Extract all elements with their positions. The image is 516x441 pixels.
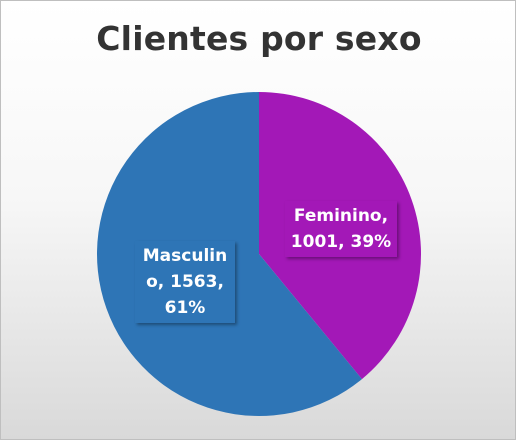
data-label-masculino: Masculin o, 1563, 61% (135, 241, 235, 323)
chart-title: Clientes por sexo (96, 19, 422, 58)
data-label-feminino: Feminino, 1001, 39% (285, 201, 397, 257)
